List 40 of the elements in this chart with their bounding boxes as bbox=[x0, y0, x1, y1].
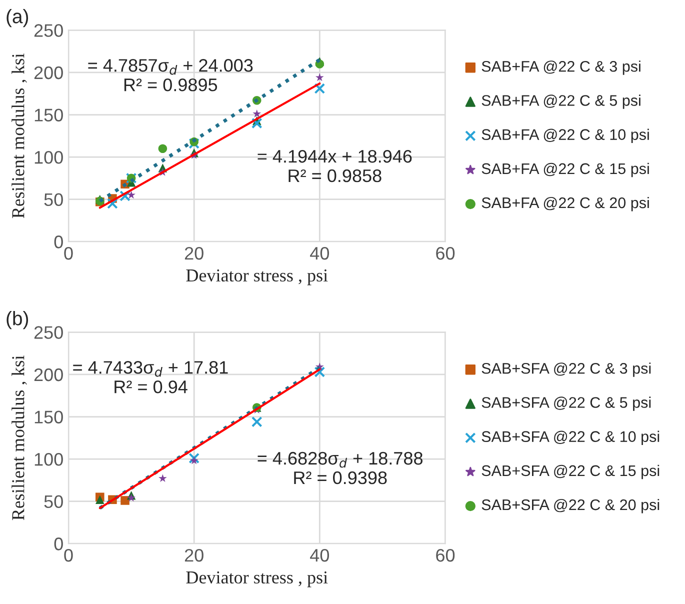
y-tick-label: 200 bbox=[34, 368, 63, 382]
x-tick-label: 60 bbox=[436, 548, 455, 562]
x-tick-label: 0 bbox=[64, 548, 73, 562]
x-axis-title: Deviator stress , psi bbox=[186, 571, 328, 588]
x-tick-label: 20 bbox=[184, 548, 204, 562]
y-tick-label: 150 bbox=[34, 410, 63, 424]
annotation: = 4.7857σ$_{d}$ + 24.003 R² = 0.9895 bbox=[88, 59, 253, 92]
annotation: = 4.1944x + 18.946 R² = 0.9858 bbox=[258, 150, 412, 182]
text: (b) bbox=[6, 311, 28, 330]
legend-label: SAB+FA @22 C & 10 psi bbox=[482, 128, 649, 144]
y-tick-label: 250 bbox=[34, 24, 63, 37]
y-axis-title: Resilient modulus , ksi bbox=[12, 53, 27, 218]
text: (a) bbox=[6, 9, 28, 28]
y-tick-label: 150 bbox=[34, 108, 63, 122]
legend-label: SAB+FA @22 C & 15 psi bbox=[482, 162, 649, 178]
legend-label: SAB+SFA @22 C & 20 psi bbox=[482, 498, 660, 514]
legend-label: SAB+FA @22 C & 20 psi bbox=[482, 196, 649, 212]
y-tick-label: 0 bbox=[54, 538, 63, 550]
annotation: = 4.7433σ$_{d}$ + 17.81 R² = 0.94 bbox=[73, 361, 228, 394]
y-axis-title: Resilient modulus , ksi bbox=[12, 355, 27, 520]
y-tick-label: 50 bbox=[44, 495, 63, 508]
x-tick-label: 20 bbox=[184, 246, 204, 260]
y-tick-label: 100 bbox=[34, 150, 63, 164]
x-tick-label: 60 bbox=[436, 246, 455, 260]
legend-label: SAB+FA @22 C & 5 psi bbox=[482, 94, 640, 109]
legend-label: SAB+SFA @22 C & 10 psi bbox=[482, 430, 660, 446]
y-tick-label: 200 bbox=[34, 66, 63, 80]
legend-label: SAB+SFA @22 C & 5 psi bbox=[482, 396, 651, 411]
x-tick-label: 0 bbox=[64, 246, 73, 260]
x-axis-title: Deviator stress , psi bbox=[186, 269, 328, 286]
x-tick-label: 40 bbox=[310, 246, 330, 260]
annotation: = 4.6828σ$_{d}$ + 18.788 R² = 0.9398 bbox=[258, 452, 423, 484]
y-tick-label: 50 bbox=[44, 193, 63, 206]
legend-label: SAB+SFA @22 C & 3 psi bbox=[482, 362, 651, 377]
y-tick-label: 250 bbox=[34, 326, 63, 339]
y-tick-label: 100 bbox=[34, 452, 63, 466]
legend-label: SAB+SFA @22 C & 15 psi bbox=[482, 464, 660, 480]
x-tick-label: 40 bbox=[310, 548, 330, 562]
legend-label: SAB+FA @22 C & 3 psi bbox=[482, 60, 640, 75]
y-tick-label: 0 bbox=[54, 236, 63, 248]
